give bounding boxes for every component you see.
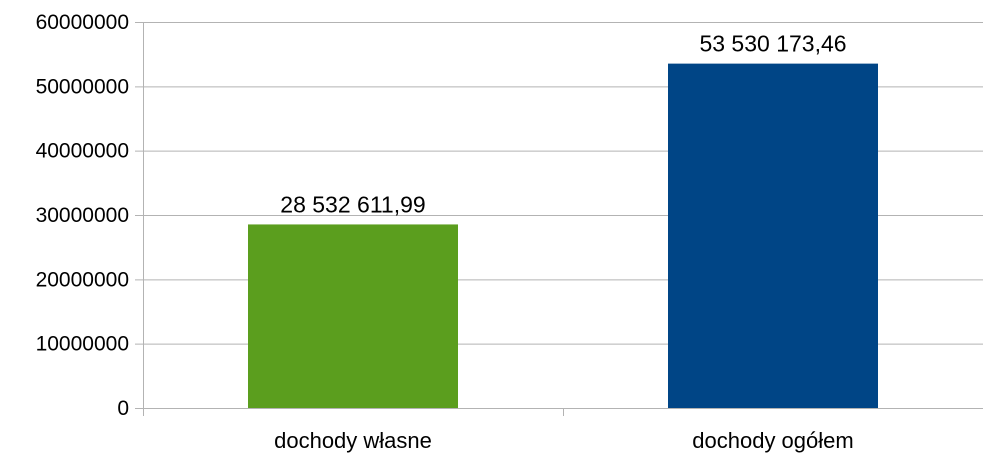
axes [143, 22, 564, 416]
y-tick-label: 0 [117, 397, 129, 420]
bar [248, 224, 458, 408]
bar [668, 63, 878, 408]
x-tick-label: dochody własne [274, 428, 432, 453]
y-tick-label: 50000000 [36, 75, 129, 98]
data-label: 53 530 173,46 [699, 31, 846, 57]
y-tick-label: 60000000 [36, 11, 129, 34]
data-label: 28 532 611,99 [280, 191, 425, 217]
labels: 0 10000000 20000000 30000000 40000000 5000000… [36, 11, 854, 453]
y-tick-label: 30000000 [36, 204, 129, 227]
x-tick-label: dochody ogółem [692, 428, 853, 453]
y-tick-label: 40000000 [36, 140, 129, 163]
bars [248, 63, 878, 408]
y-tick-label: 10000000 [36, 333, 129, 356]
y-tick-label: 20000000 [36, 268, 129, 291]
